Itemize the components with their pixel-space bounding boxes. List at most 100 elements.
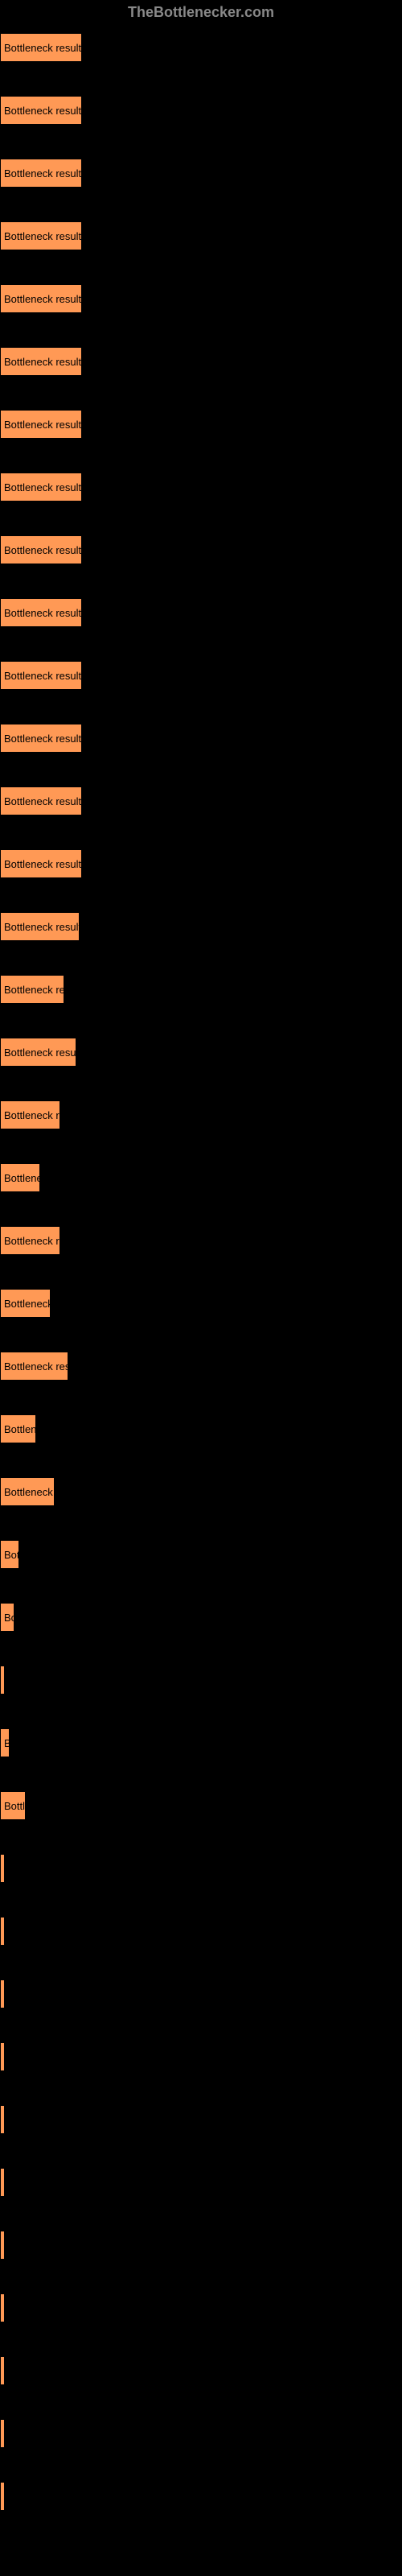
bar-label: Bottleneck res — [4, 1360, 70, 1373]
bar-label: Bottleneck result — [4, 544, 81, 556]
bar-row: Bottleneck result — [0, 33, 402, 62]
bar-label: B — [4, 1737, 11, 1749]
bar — [0, 2168, 5, 2197]
bar — [0, 2482, 5, 2511]
bar-label: Bottleneck result — [4, 167, 81, 180]
bar-label: Bottleneck result — [4, 733, 81, 745]
bar: Bottleneck result — [0, 159, 82, 188]
bar-label: Bottleneck result — [4, 858, 81, 870]
bar-label: Bot — [4, 1549, 20, 1561]
bar-label: Bottleneck resul — [4, 1046, 79, 1059]
bar: Bottleneck re — [0, 975, 64, 1004]
bar-row: Bottleneck result — [0, 535, 402, 564]
bar — [0, 2105, 5, 2134]
bar-row: Bot — [0, 1540, 402, 1569]
bar-label: Bottleneck result — [4, 105, 81, 117]
bar — [0, 1979, 5, 2008]
bar — [0, 2231, 5, 2260]
bar: Bottleneck r — [0, 1226, 60, 1255]
bar-row — [0, 1854, 402, 1883]
bar — [0, 1917, 5, 1946]
bar-chart: Bottleneck result Bottleneck result Bottle… — [0, 25, 402, 2553]
bar-row: Bottleneck result — [0, 473, 402, 502]
site-title: TheBottlenecker.com — [128, 4, 274, 20]
bar-label: Bottlene — [4, 1172, 43, 1184]
bar-row: Bottleneck result — [0, 724, 402, 753]
bar: Bottleneck — [0, 1477, 55, 1506]
bar-row — [0, 2482, 402, 2511]
bar-label: Bottleneck result — [4, 607, 81, 619]
bar-row — [0, 2293, 402, 2322]
bar: Bottleneck r — [0, 1100, 60, 1129]
bar-row — [0, 2042, 402, 2071]
bar: Bottleneck result — [0, 221, 82, 250]
bar-row: Bottleneck r — [0, 1226, 402, 1255]
bar: Bottleneck result — [0, 410, 82, 439]
bar — [0, 1854, 5, 1883]
bar-row: Bottleneck — [0, 1289, 402, 1318]
bar — [0, 2356, 5, 2385]
bar-row — [0, 2231, 402, 2260]
bar-row: Bottleneck result — [0, 284, 402, 313]
bar-row — [0, 1979, 402, 2008]
bar-row: Bottleneck resul — [0, 1038, 402, 1067]
bar-row: Bottleneck result — [0, 661, 402, 690]
bar-label: Bottleneck r — [4, 1235, 59, 1247]
bar-row: Bottlen — [0, 1414, 402, 1443]
bar-row: Bottleneck result — [0, 96, 402, 125]
bar: Bo — [0, 1603, 14, 1632]
bar-row — [0, 2168, 402, 2197]
bar-row — [0, 1917, 402, 1946]
bar: Bottl — [0, 1791, 26, 1820]
bar-label: Bottleneck — [4, 1298, 53, 1310]
bar-label: Bottleneck result — [4, 419, 81, 431]
bar: Bottleneck res — [0, 1352, 68, 1381]
bar: Bottleneck result — [0, 96, 82, 125]
bar-row — [0, 1666, 402, 1695]
bar-row — [0, 2419, 402, 2448]
bar-row: Bottleneck res — [0, 1352, 402, 1381]
bar-row — [0, 2356, 402, 2385]
bar: Bottleneck resul — [0, 1038, 76, 1067]
bar-label: Bottl — [4, 1800, 25, 1812]
bar-label: Bottleneck result — [4, 795, 81, 807]
bar — [0, 2293, 5, 2322]
bar-row: Bottleneck result — [0, 410, 402, 439]
bar-row: Bottleneck — [0, 1477, 402, 1506]
bar-row: Bottlene — [0, 1163, 402, 1192]
bar-row: Bottleneck result — [0, 598, 402, 627]
bar-label: Bottleneck result — [4, 230, 81, 242]
bar: Bottleneck result — [0, 473, 82, 502]
bar-label: Bottlen — [4, 1423, 36, 1435]
bar-label: Bottleneck result — [4, 481, 81, 493]
bar-label: Bottleneck result — [4, 921, 81, 933]
bar: Bottleneck result — [0, 786, 82, 815]
bar-row: Bottleneck result — [0, 786, 402, 815]
bar: Bottlen — [0, 1414, 36, 1443]
bar-row: Bottleneck re — [0, 975, 402, 1004]
bar: Bottleneck result — [0, 912, 80, 941]
bar-label: Bottleneck result — [4, 293, 81, 305]
bar-label: Bottleneck re — [4, 984, 65, 996]
bar-label: Bottleneck — [4, 1486, 53, 1498]
bar — [0, 2419, 5, 2448]
bar — [0, 2042, 5, 2071]
bar: Bottlene — [0, 1163, 40, 1192]
bar: Bottleneck result — [0, 661, 82, 690]
bar-row: Bottleneck result — [0, 347, 402, 376]
bar-label: Bottleneck result — [4, 42, 81, 54]
bar-label: Bo — [4, 1612, 17, 1624]
bar: Bot — [0, 1540, 19, 1569]
bar: Bottleneck result — [0, 598, 82, 627]
bar-row: Bottleneck result — [0, 912, 402, 941]
bar: B — [0, 1728, 10, 1757]
bar-row: Bottl — [0, 1791, 402, 1820]
bar-label: Bottleneck result — [4, 356, 81, 368]
bar — [0, 1666, 5, 1695]
bar-row: B — [0, 1728, 402, 1757]
bar-row — [0, 2105, 402, 2134]
bar: Bottleneck — [0, 1289, 51, 1318]
bar-row: Bo — [0, 1603, 402, 1632]
bar-row: Bottleneck result — [0, 159, 402, 188]
bar-row: Bottleneck r — [0, 1100, 402, 1129]
